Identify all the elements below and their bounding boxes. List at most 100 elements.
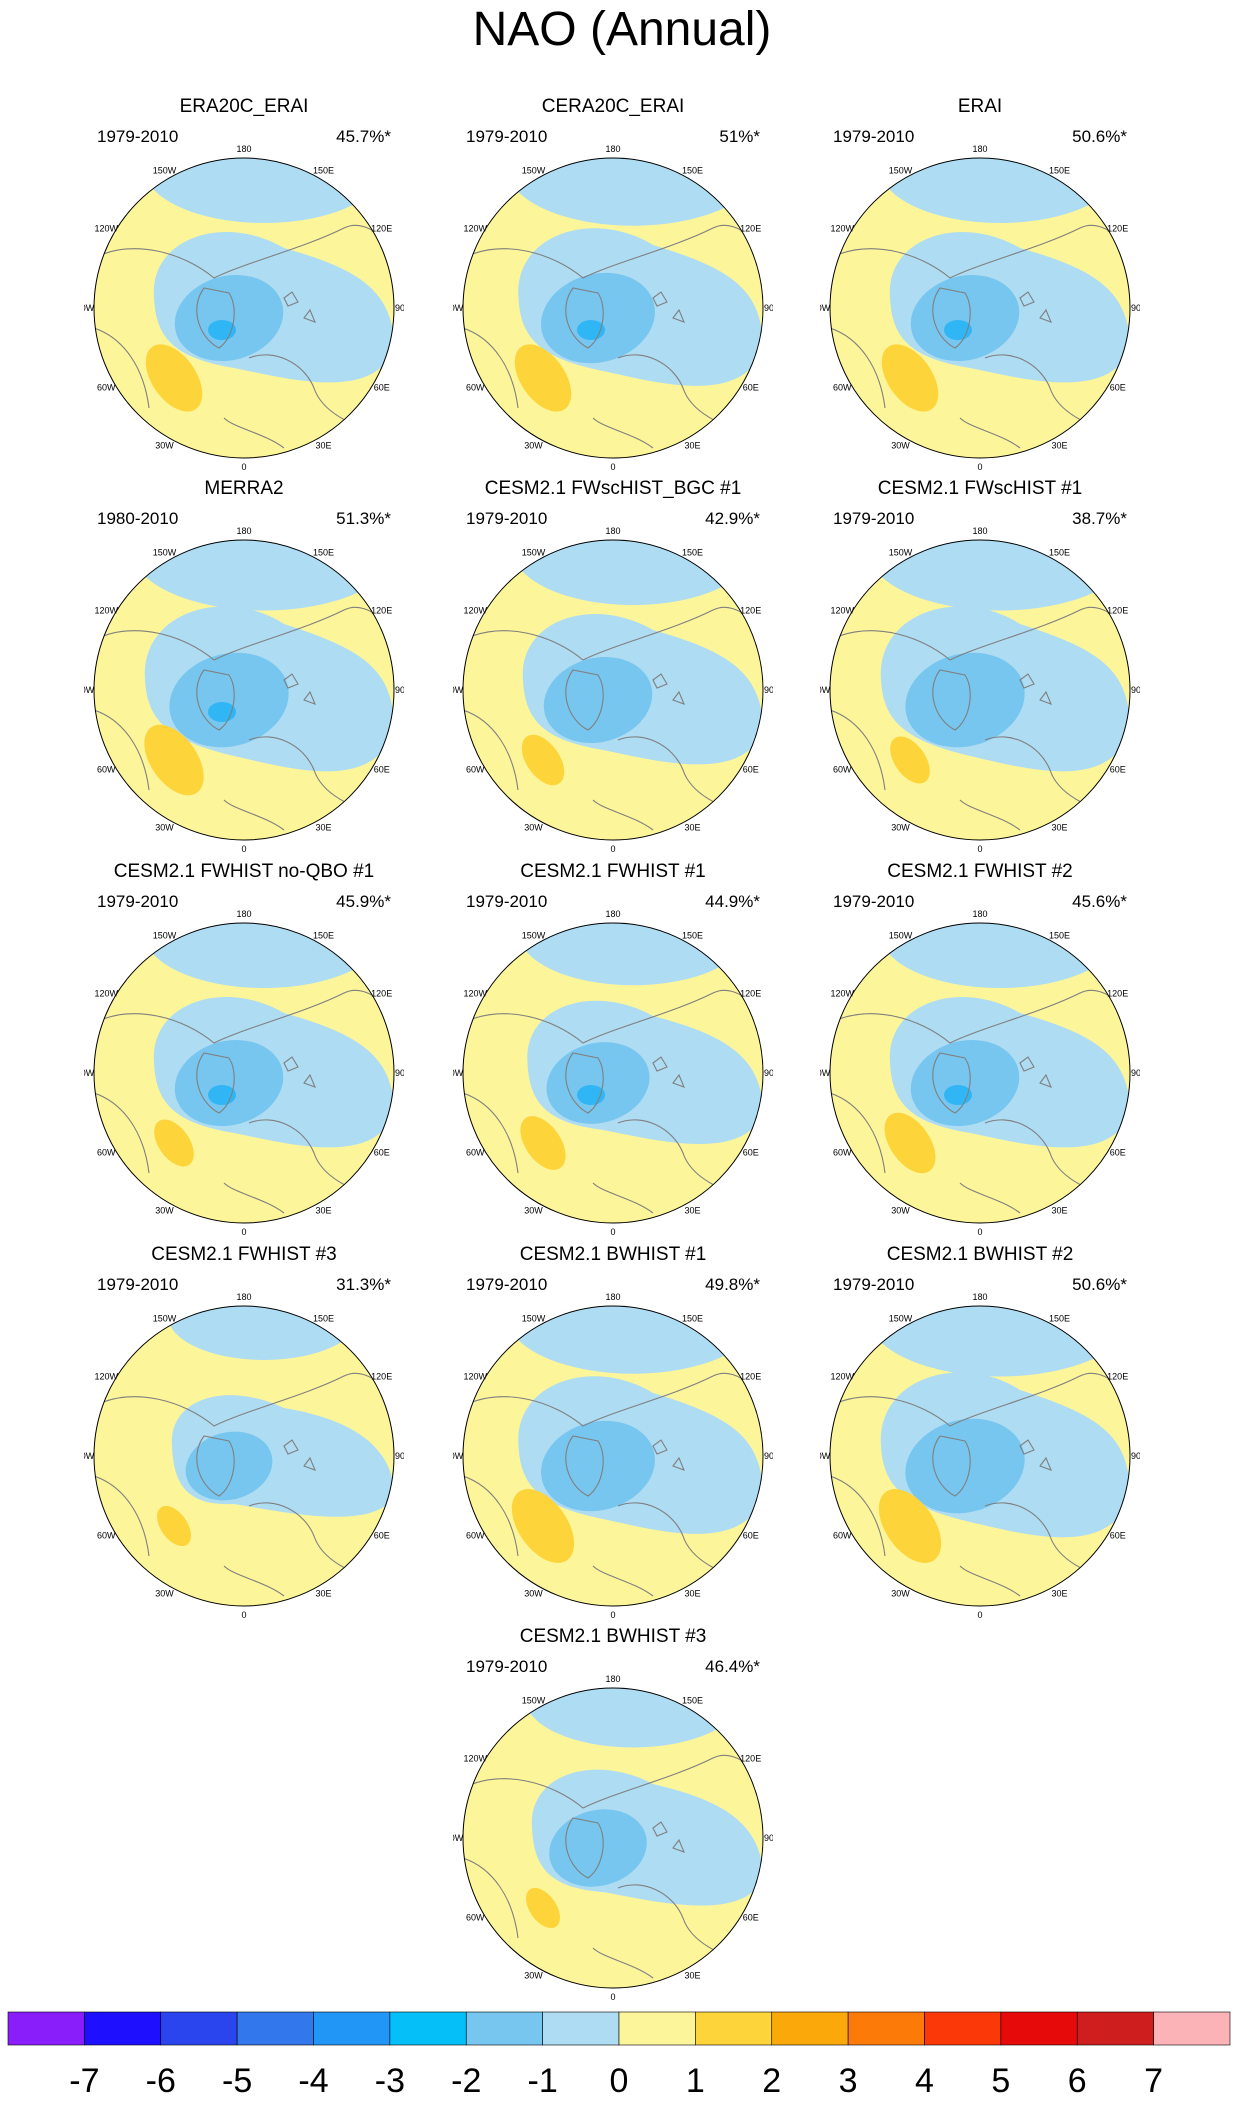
panel-title: CERA20C_ERAI (541, 96, 685, 117)
longitude-label: 60W (97, 383, 116, 393)
colorbar-tick-label: -5 (222, 2062, 252, 2100)
longitude-label: 30W (891, 1206, 910, 1216)
panel-variance-pct: 42.9%* (705, 509, 760, 528)
longitude-label: 90E (1131, 303, 1140, 313)
longitude-label: 150W (153, 165, 177, 175)
longitude-label: 90E (764, 1451, 773, 1461)
longitude-label: 60W (466, 765, 485, 775)
anomaly-field-negative-strong (577, 320, 605, 340)
map-boundary (93, 157, 395, 459)
anomaly-field-negative-strong (208, 1085, 236, 1105)
longitude-label: 30W (524, 823, 543, 833)
map-boundary (462, 539, 764, 841)
longitude-label: 180 (972, 909, 987, 919)
longitude-label: 150W (522, 930, 546, 940)
colorbar-swatch (924, 2011, 1002, 2046)
anomaly-field-positive-moderate (154, 1119, 194, 1167)
longitude-label: 180 (605, 526, 620, 536)
longitude-label: 0 (977, 1227, 982, 1235)
longitude-label: 150W (522, 1695, 546, 1705)
longitude-label: 30E (1051, 1589, 1067, 1599)
colorbar-tick-label: -3 (375, 2062, 405, 2100)
anomaly-field-positive-moderate (526, 1887, 560, 1929)
longitude-label: 0 (610, 1992, 615, 2000)
longitude-label: 60E (374, 765, 390, 775)
panel-years: 1979-2010 (97, 127, 179, 146)
polar-stereographic-map: 180 150W 150E 120W 120E 90W 90E 60W 60E 30W 30E 0 (820, 1292, 1140, 1618)
longitude-label: 120E (740, 1372, 761, 1382)
panel-title: CESM2.1 BWHIST #3 (519, 1626, 707, 1647)
longitude-label: 120W (464, 606, 488, 616)
colorbar-swatch (847, 2011, 925, 2046)
anomaly-field-negative-pacific (144, 923, 384, 988)
longitude-label: 150E (682, 547, 703, 557)
anomaly-field-positive-moderate (145, 344, 203, 412)
longitude-label: 90E (1131, 685, 1140, 695)
longitude-label: 30E (1051, 823, 1067, 833)
panel-variance-pct: 45.9%* (336, 892, 391, 911)
panel-years: 1979-2010 (833, 1275, 915, 1294)
anomaly-field-negative-pacific (144, 158, 384, 223)
longitude-label: 60E (374, 1531, 390, 1541)
coastlines (94, 606, 394, 831)
longitude-label: 30W (524, 1971, 543, 1981)
anomaly-field-negative-pacific (132, 540, 394, 611)
longitude-label: 150W (522, 1313, 546, 1323)
panel-variance-pct: 45.6%* (1072, 892, 1127, 911)
longitude-label: 60E (1110, 383, 1126, 393)
longitude-label: 120W (95, 224, 119, 234)
longitude-label: 30W (155, 1589, 174, 1599)
anomaly-field-positive-moderate (511, 1489, 575, 1563)
longitude-label: 90E (1131, 1451, 1140, 1461)
panel-variance-pct: 45.7%* (336, 127, 391, 146)
longitude-label: 120W (464, 224, 488, 234)
anomaly-field-negative-moderate (169, 652, 289, 748)
panel-variance-pct: 44.9%* (705, 892, 760, 911)
anomaly-field-positive-moderate (890, 736, 930, 784)
map-boundary (829, 922, 1131, 1224)
panel-title: CESM2.1 FWHIST #2 (887, 861, 1073, 882)
panel-variance-pct: 51.3%* (336, 509, 391, 528)
anomaly-field-negative-moderate (174, 1040, 284, 1126)
longitude-label: 60E (743, 383, 759, 393)
map-panel: CESM2.1 FWscHIST #1 1979-2010 38.7%* 180 150… (820, 472, 1140, 852)
anomaly-field-positive-moderate (520, 1116, 566, 1170)
longitude-label: 150E (682, 165, 703, 175)
longitude-label: 60W (833, 383, 852, 393)
longitude-label: 150E (1049, 930, 1070, 940)
longitude-label: 30E (315, 1589, 331, 1599)
panel-title: CESM2.1 FWHIST #1 (520, 861, 706, 882)
longitude-label: 90W (84, 1068, 95, 1078)
polar-stereographic-map: 180 150W 150E 120W 120E 90W 90E 60W 60E 30W 30E 0 (820, 909, 1140, 1235)
longitude-label: 180 (605, 1292, 620, 1302)
coastlines (94, 224, 394, 449)
map-boundary (462, 157, 764, 459)
colorbar-tick-label: 5 (991, 2062, 1010, 2100)
panel-years: 1980-2010 (97, 509, 179, 528)
longitude-label: 150W (153, 1313, 177, 1323)
anomaly-field-negative-moderate (174, 275, 284, 361)
longitude-label: 0 (241, 844, 246, 852)
anomaly-field-negative-moderate (543, 657, 653, 743)
panel-title: CESM2.1 FWscHIST_BGC #1 (484, 478, 742, 499)
longitude-label: 90W (84, 303, 95, 313)
map-panel: CESM2.1 FWHIST #2 1979-2010 45.6%* 180 150W 1… (820, 855, 1140, 1235)
longitude-label: 60W (833, 1148, 852, 1158)
map-panel: MERRA2 1980-2010 51.3%* 180 150W 150E 120W 120E… (84, 472, 404, 852)
longitude-label: 30E (315, 441, 331, 451)
panel-title: ERAI (957, 96, 1003, 117)
longitude-label: 90W (84, 685, 95, 695)
panel-variance-pct: 49.8%* (705, 1275, 760, 1294)
colorbar-swatch (1076, 2011, 1154, 2046)
anomaly-field-negative-moderate (541, 272, 655, 364)
colorbar-tick-label: -4 (298, 2062, 328, 2100)
longitude-label: 120W (831, 606, 855, 616)
longitude-label: 90E (395, 303, 404, 313)
longitude-label: 30W (155, 823, 174, 833)
longitude-label: 120W (831, 989, 855, 999)
longitude-label: 0 (977, 844, 982, 852)
anomaly-field-negative-pacific (513, 540, 753, 605)
colorbar-swatch (1153, 2011, 1231, 2046)
longitude-label: 120E (371, 1372, 392, 1382)
longitude-label: 180 (605, 909, 620, 919)
